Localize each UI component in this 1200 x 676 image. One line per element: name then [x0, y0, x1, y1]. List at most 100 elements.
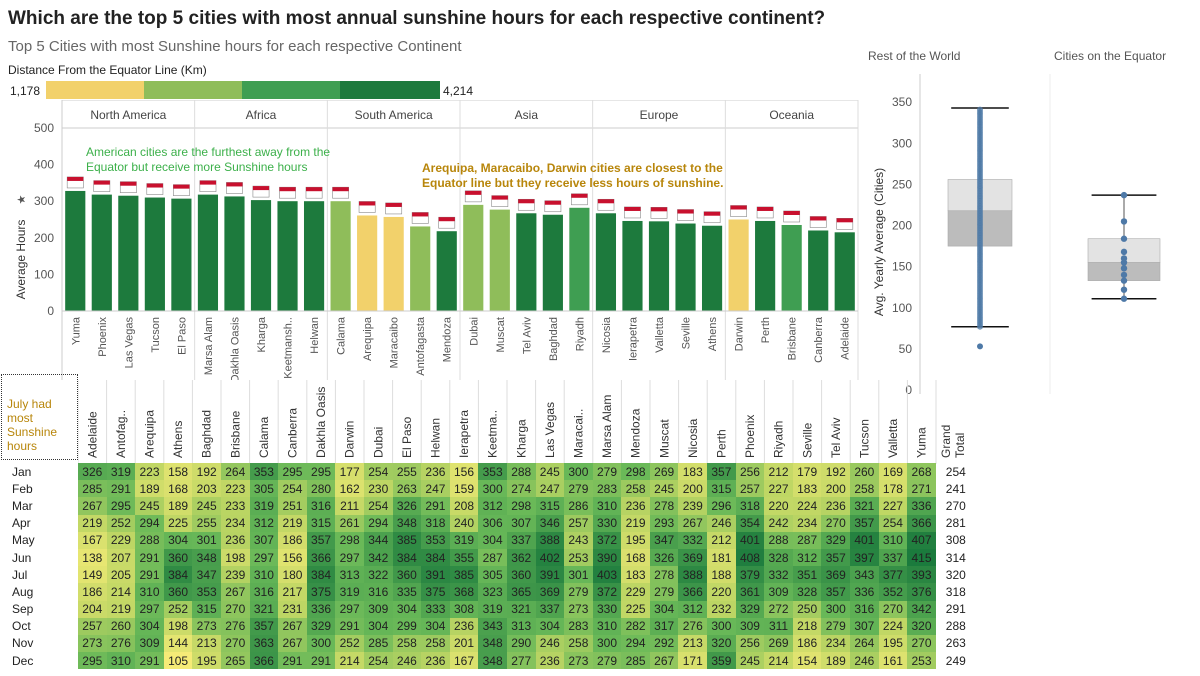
city-label: Arequipa [362, 316, 374, 361]
rest-of-world-title: Rest of the World [868, 49, 961, 63]
heat-cell: 183 [621, 566, 650, 584]
box-y-tick-label: 300 [892, 136, 912, 150]
heat-cell: 256 [735, 634, 765, 653]
box-y-tick-label: 50 [899, 342, 913, 356]
heat-cell: 279 [564, 583, 593, 601]
heat-cell: 267 [278, 617, 307, 635]
heat-cell: 198 [163, 617, 193, 635]
bar [489, 209, 510, 311]
heat-cell: 138 [78, 548, 107, 567]
heat-row: Jul 149 205 291 384 347 239 310 180 384 313 322 360 3… [0, 566, 976, 584]
heat-cell: 301 [192, 531, 221, 549]
equator-point [1120, 286, 1128, 293]
heat-cell: 308 [449, 600, 479, 618]
heat-cell: 179 [792, 463, 822, 481]
heat-cell: 319 [106, 463, 136, 481]
heat-city-header: Las Vegas [543, 402, 557, 458]
heat-cell: 250 [792, 600, 822, 618]
bar [834, 232, 855, 311]
heat-cell: 372 [592, 583, 622, 601]
heat-cell: 343 [850, 566, 879, 584]
heat-cell: 388 [535, 531, 565, 549]
heat-cell: 268 [907, 463, 936, 481]
heat-cell: 269 [764, 634, 793, 653]
city-label: Baghdad [548, 317, 560, 361]
heat-cell: 318 [421, 514, 450, 532]
heat-cell: 352 [878, 583, 908, 601]
heat-cell: 300 [564, 463, 593, 481]
heat-cell: 326 [78, 463, 107, 481]
heat-cell: 357 [306, 531, 336, 549]
city-label: Mendoza [442, 316, 454, 362]
heat-total-cell: 308 [945, 533, 966, 548]
bar [171, 198, 192, 311]
heat-cell: 230 [363, 480, 393, 498]
heat-cell: 319 [335, 583, 364, 601]
heat-cell: 225 [163, 514, 193, 532]
heat-cell: 295 [106, 497, 136, 515]
bar [118, 195, 139, 311]
heat-cell: 257 [78, 617, 107, 635]
heat-city-header: Brisbane [228, 410, 242, 458]
heat-cell: 316 [306, 497, 336, 515]
heat-cell: 220 [707, 583, 736, 601]
page-title: Which are the top 5 cities with most ann… [8, 8, 826, 29]
heat-row: Nov 273 276 309 144 213 270 363 267 300 252 285 258 2… [0, 634, 976, 653]
heat-cell: 291 [135, 652, 164, 670]
heat-cell: 149 [78, 566, 107, 584]
heat-cell: 315 [535, 497, 565, 515]
heat-cell: 294 [621, 634, 650, 653]
heat-cell: 192 [821, 463, 851, 481]
heat-cell: 316 [249, 583, 279, 601]
heat-cell: 264 [850, 634, 879, 653]
heat-row: Sep 204 219 297 252 315 270 321 231 336 297 309 304 3… [0, 600, 976, 618]
heat-cell: 188 [707, 566, 736, 584]
heat-cell: 189 [135, 480, 164, 498]
heat-cell: 224 [878, 617, 908, 635]
heat-cell: 204 [78, 600, 107, 618]
flag-stripe [146, 183, 163, 188]
heat-city-header: Darwin [343, 421, 357, 458]
heat-cell: 332 [764, 566, 793, 584]
box-y-tick-label: 200 [892, 219, 912, 233]
heat-cell: 236 [535, 652, 565, 670]
heat-city-header: Nicosia [686, 418, 700, 458]
y-tick-label: 500 [34, 121, 54, 135]
heat-cell: 252 [106, 514, 136, 532]
heat-cell: 168 [163, 480, 193, 498]
flag-stripe [836, 218, 853, 223]
heat-cell: 246 [707, 514, 736, 532]
heat-cell: 317 [649, 617, 679, 635]
city-label: Antofagasta [415, 316, 427, 376]
heat-cell: 307 [850, 617, 879, 635]
city-label: Seville [681, 317, 693, 349]
heat-cell: 214 [335, 652, 364, 670]
heat-cell: 270 [907, 634, 936, 653]
heat-cell: 223 [220, 480, 250, 498]
bar [224, 196, 245, 311]
continent-header: Africa [246, 108, 277, 122]
heat-cell: 225 [621, 600, 650, 618]
heat-cell: 295 [78, 652, 107, 670]
heat-cell: 273 [78, 634, 107, 653]
heat-month-label: Aug [12, 584, 34, 599]
heat-cell: 369 [678, 548, 708, 567]
heat-cell: 333 [421, 600, 450, 618]
heat-cell: 293 [649, 514, 679, 532]
heat-cell: 214 [764, 652, 793, 670]
city-label: Perth [760, 317, 772, 343]
heat-cell: 304 [478, 531, 507, 549]
flag-stripe [757, 206, 774, 211]
flag-stripe [597, 199, 615, 204]
heat-cell: 212 [707, 531, 736, 549]
heat-cell: 205 [106, 566, 136, 584]
heat-cell: 377 [878, 566, 908, 584]
heat-city-header: Dubai [371, 427, 385, 458]
heat-cell: 330 [592, 600, 622, 618]
heat-cell: 309 [135, 634, 164, 653]
heat-cell: 342 [363, 548, 393, 567]
heat-cell: 294 [135, 514, 164, 532]
heat-month-label: Apr [12, 516, 31, 531]
heat-cell: 390 [592, 548, 622, 567]
heat-cell: 311 [764, 617, 793, 635]
